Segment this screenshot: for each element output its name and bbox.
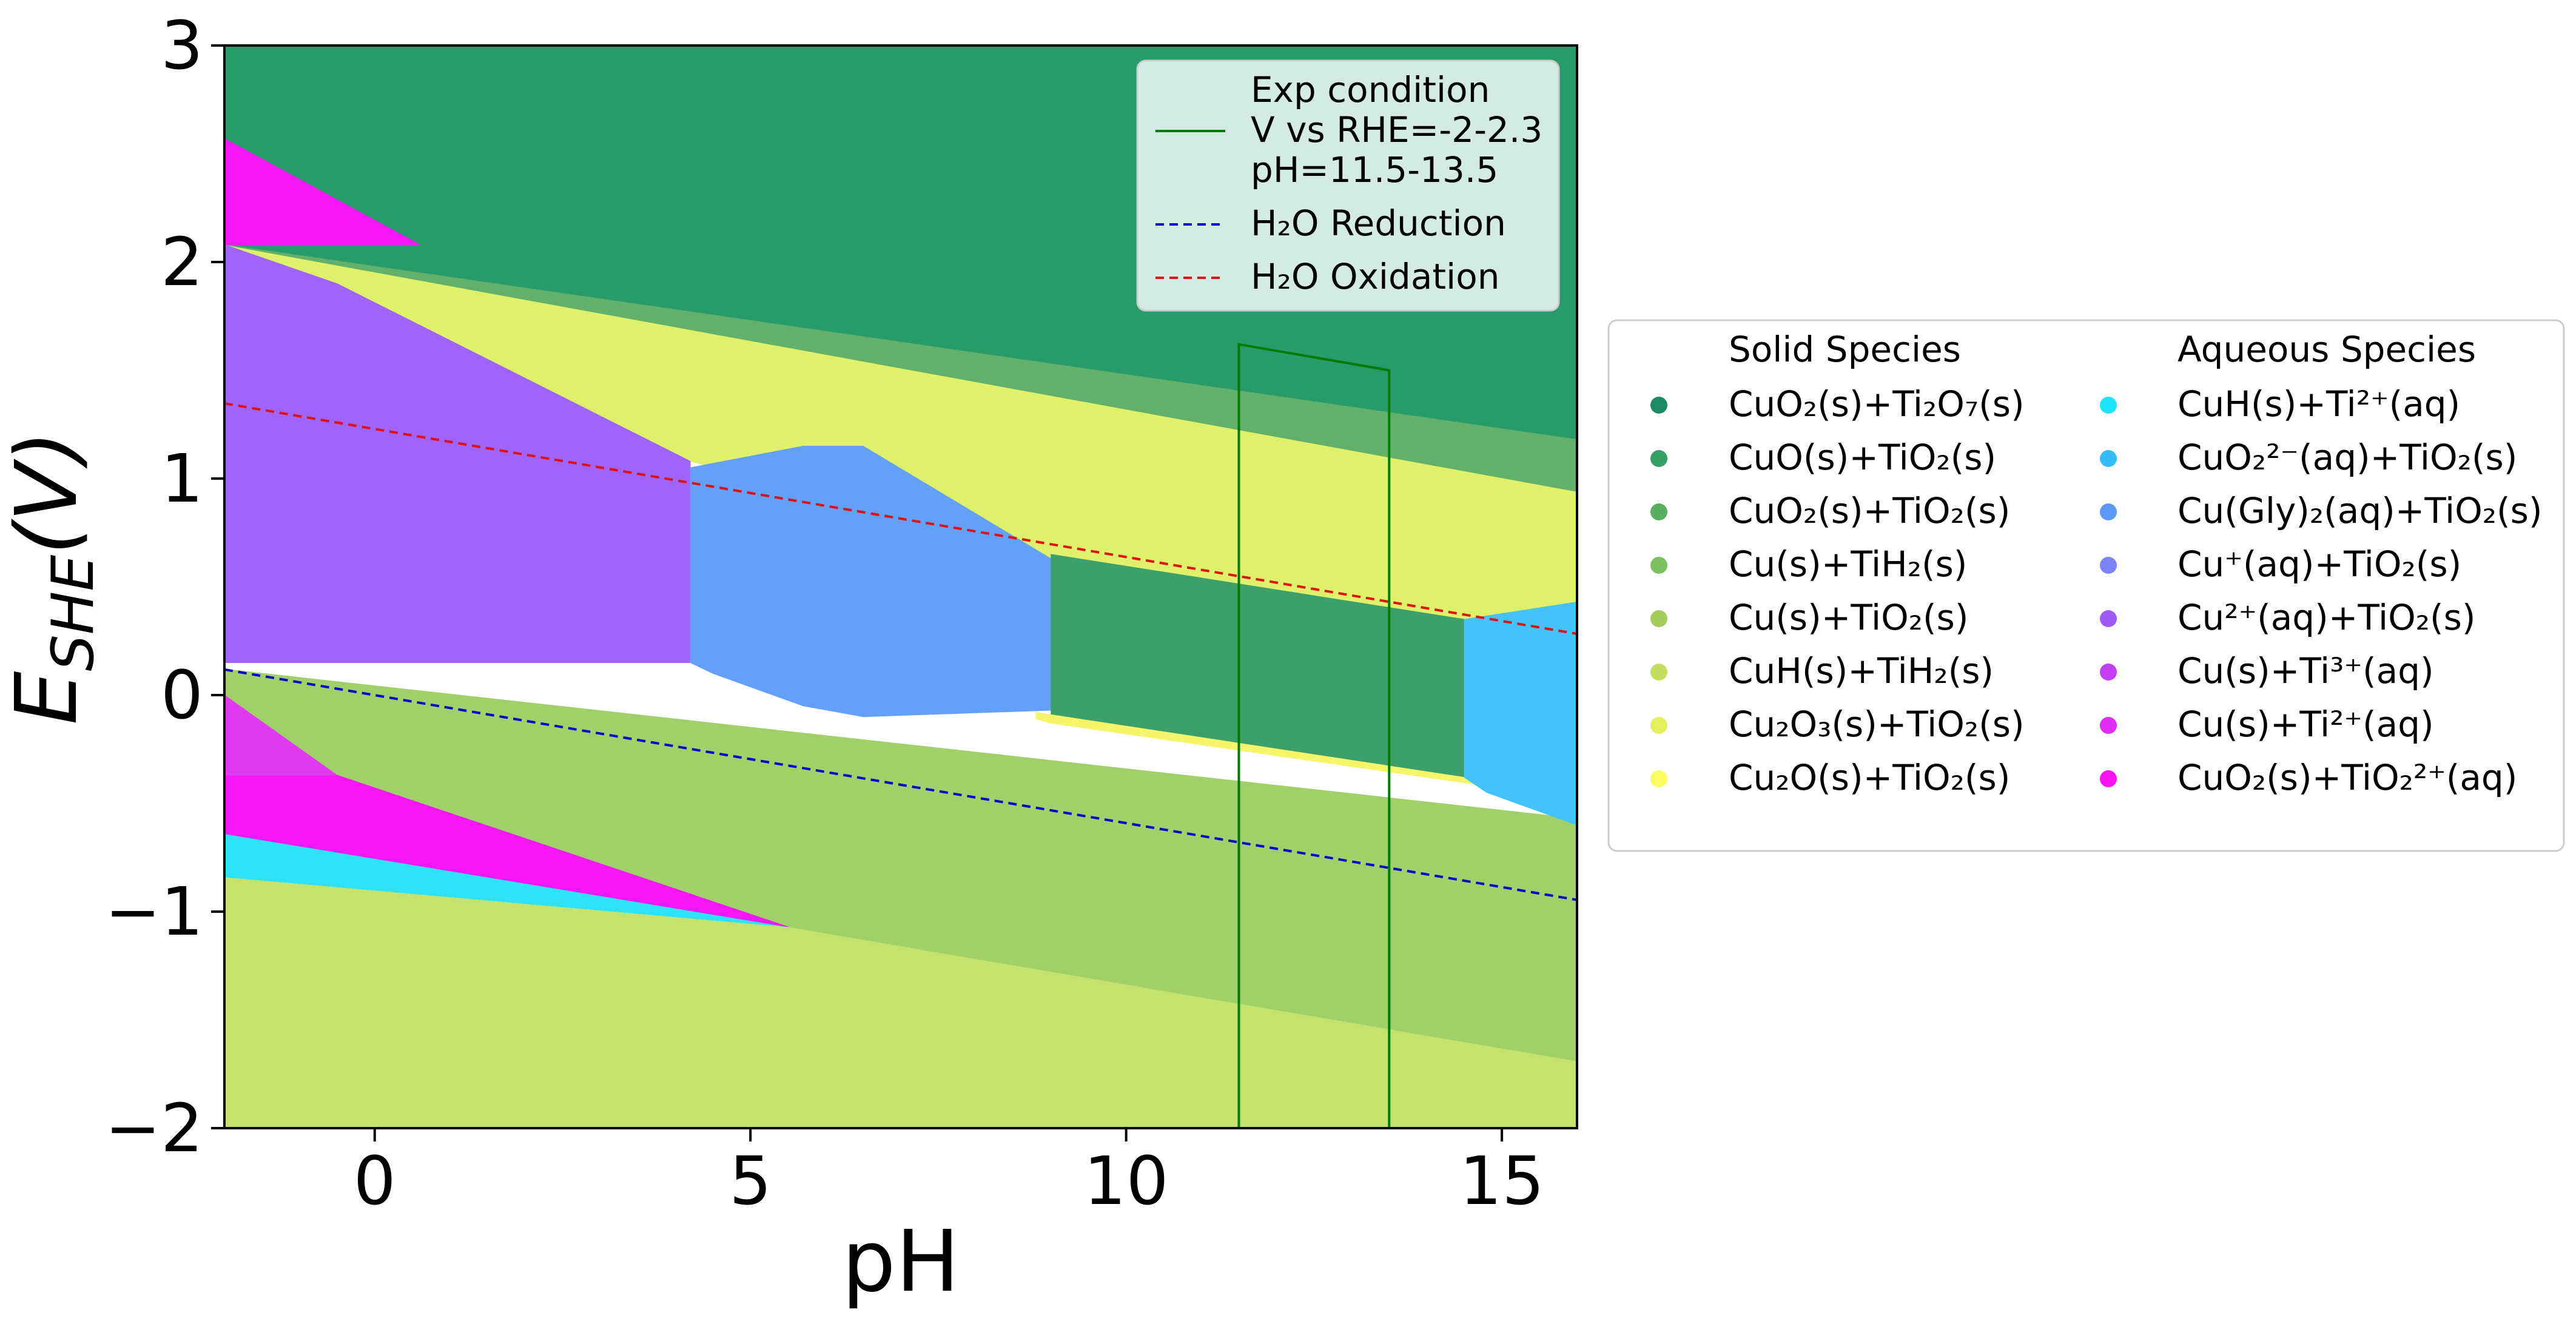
legend-solid-marker	[1650, 450, 1667, 467]
legend-top-frame	[1136, 59, 1560, 312]
y-tick-label: 1	[161, 440, 203, 517]
x-tick-label: 5	[729, 1142, 772, 1220]
legend-solid-marker	[1650, 717, 1667, 734]
region-cu-s-ti3-aq	[224, 694, 338, 776]
legend-aqueous-header: Aqueous Species	[2177, 329, 2476, 370]
legend-aqueous-marker	[2100, 450, 2117, 467]
x-axis-ticks: 0 5 10 15	[354, 1128, 1544, 1220]
legend-aqueous-marker	[2100, 503, 2117, 520]
legend-aqueous-marker	[2100, 610, 2117, 627]
reference-lines	[224, 343, 1577, 1128]
legend-aqueous-label: Cu(s)+Ti²⁺(aq)	[2177, 704, 2434, 745]
line-exp-condition	[1237, 343, 1391, 1128]
legend-top-label: H₂O Reduction	[1251, 203, 1506, 244]
legend-top-label: Exp condition	[1251, 69, 1490, 110]
legend-solid-header: Solid Species	[1729, 329, 1961, 370]
legend-aqueous-label: Cu(s)+Ti³⁺(aq)	[2177, 650, 2434, 691]
legend-aqueous-label: Cu²⁺(aq)+TiO₂(s)	[2177, 597, 2475, 638]
region-cu2o-s-tio2-s	[1035, 712, 1487, 787]
legend-top-label: pH=11.5-13.5	[1251, 149, 1498, 190]
legend-aqueous-marker	[2100, 664, 2117, 681]
x-tick-label: 0	[354, 1142, 396, 1220]
region-cuo2-2-aq-tio2-s	[1464, 601, 1577, 825]
legend-top-label: H₂O Oxidation	[1251, 256, 1500, 297]
legend-aqueous-label: Cu(Gly)₂(aq)+TiO₂(s)	[2177, 490, 2543, 531]
region-cu-gly-2-aq-tio2-s	[690, 446, 1052, 718]
legend-aqueous-label: CuO₂²⁻(aq)+TiO₂(s)	[2177, 437, 2517, 478]
legend-solid-label: Cu(s)+TiH₂(s)	[1729, 543, 1967, 585]
legend-solid-label: Cu₂O₃(s)+TiO₂(s)	[1729, 704, 2025, 745]
legend-solid-marker	[1650, 770, 1667, 787]
legend-solid-marker	[1650, 557, 1667, 574]
legend-solid-label: Cu₂O(s)+TiO₂(s)	[1729, 757, 2010, 798]
y-tick-label: −2	[105, 1089, 203, 1167]
line-h2o-oxidation	[224, 402, 1577, 635]
legend-solid-label: CuO₂(s)+Ti₂O₇(s)	[1729, 383, 2025, 425]
legend-solid-marker	[1650, 610, 1667, 627]
legend-species: Solid Species Aqueous Species CuO₂(s)+Ti…	[1607, 319, 2565, 852]
legend-side-frame	[1607, 319, 2565, 852]
legend-solid-marker	[1650, 397, 1667, 414]
y-tick-label: 2	[161, 223, 203, 301]
legend-solid-marker	[1650, 503, 1667, 520]
legend-solid-marker	[1650, 664, 1667, 681]
x-tick-label: 15	[1459, 1142, 1544, 1220]
legend-aqueous-label: Cu⁺(aq)+TiO₂(s)	[2177, 543, 2461, 585]
legend-aqueous-marker	[2100, 770, 2117, 787]
y-tick-label: −1	[105, 873, 203, 950]
region-cuo2-s-tio2-2-aq	[224, 138, 420, 245]
y-axis-ticks: −2 −1 0 1 2 3	[105, 7, 224, 1167]
legend-aqueous-label: CuO₂(s)+TiO₂²⁺(aq)	[2177, 757, 2517, 798]
legend-solid-label: Cu(s)+TiO₂(s)	[1729, 597, 1968, 638]
y-tick-label: 0	[161, 656, 203, 734]
legend-solid-label: CuO₂(s)+TiO₂(s)	[1729, 490, 2010, 531]
x-axis-label: pH	[842, 1212, 960, 1311]
region-cuo2-s-tio2-s	[224, 244, 1577, 492]
y-axis-label: ESHE(V)	[0, 431, 107, 725]
legend-solid-label: CuH(s)+TiH₂(s)	[1729, 650, 1994, 691]
y-tick-label: 3	[161, 7, 203, 84]
legend-top-label: V vs RHE=-2-2.3	[1251, 109, 1542, 150]
legend-solid-label: CuO(s)+TiO₂(s)	[1729, 437, 1996, 478]
legend-aqueous-label: CuH(s)+Ti²⁺(aq)	[2177, 383, 2460, 425]
legend-aqueous-marker	[2100, 557, 2117, 574]
legend-aqueous-marker	[2100, 397, 2117, 414]
legend-aqueous-marker	[2100, 717, 2117, 734]
plot-frame	[223, 44, 1578, 1129]
x-tick-label: 10	[1084, 1142, 1169, 1220]
line-h2o-reduction	[224, 668, 1577, 901]
